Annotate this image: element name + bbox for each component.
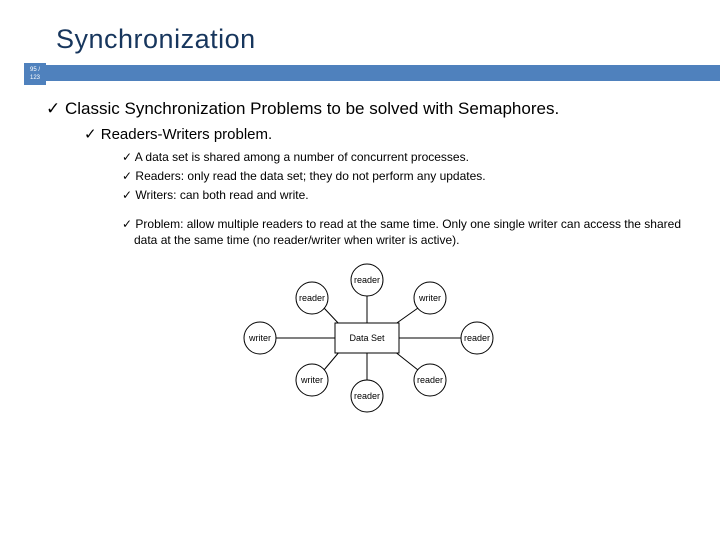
diagram-edge	[394, 308, 418, 325]
page-number-badge: 95 / 123	[24, 63, 46, 85]
page-number-total: 123	[30, 74, 40, 82]
bullet-level3: ✓ A data set is shared among a number of…	[122, 149, 688, 165]
title-row: Synchronization	[0, 0, 720, 55]
accent-bar	[46, 65, 720, 81]
diagram-node-label: reader	[354, 275, 380, 285]
bullet-level2-text: Readers-Writers problem.	[101, 126, 272, 143]
bullet-level1-text: Classic Synchronization Problems to be s…	[65, 99, 559, 118]
page-number-current: 95 /	[30, 66, 40, 74]
dataset-label: Data Set	[349, 333, 385, 343]
diagram-node-label: writer	[248, 333, 271, 343]
diagram-container: Data Set reader writer reader reader reader wr…	[46, 258, 688, 423]
diagram-edge	[394, 351, 418, 370]
diagram-edge	[324, 351, 340, 370]
diagram-node-label: reader	[464, 333, 490, 343]
bullet-level3-text: A data set is shared among a number of c…	[135, 150, 469, 164]
check-icon: ✓	[46, 99, 60, 118]
diagram-node-label: reader	[417, 375, 443, 385]
check-icon: ✓	[84, 126, 97, 143]
bullet-level3-text: Problem: allow multiple readers to read …	[134, 217, 681, 247]
content-area: ✓ Classic Synchronization Problems to be…	[0, 85, 720, 423]
diagram-edge	[324, 308, 340, 325]
bullet-level3: ✓ Writers: can both read and write.	[122, 187, 688, 203]
page-title: Synchronization	[56, 24, 720, 55]
bullet-level1: ✓ Classic Synchronization Problems to be…	[46, 99, 688, 119]
diagram-node-label: writer	[418, 293, 441, 303]
bullet-level3-text: Readers: only read the data set; they do…	[135, 169, 485, 183]
check-icon: ✓	[122, 217, 132, 231]
check-icon: ✓	[122, 188, 132, 202]
bullet-level3: ✓ Readers: only read the data set; they …	[122, 168, 688, 184]
diagram-node-label: reader	[299, 293, 325, 303]
accent-bar-row: 95 / 123	[0, 63, 720, 85]
slide: Synchronization 95 / 123 ✓ Classic Synch…	[0, 0, 720, 540]
bullet-level3-text: Writers: can both read and write.	[135, 188, 308, 202]
readers-writers-diagram: Data Set reader writer reader reader reader wr…	[232, 258, 502, 418]
bullet-level3: ✓ Problem: allow multiple readers to rea…	[122, 216, 688, 248]
diagram-node-label: writer	[300, 375, 323, 385]
check-icon: ✓	[122, 150, 132, 164]
bullet-level2: ✓ Readers-Writers problem.	[84, 125, 688, 143]
diagram-node-label: reader	[354, 391, 380, 401]
check-icon: ✓	[122, 169, 132, 183]
